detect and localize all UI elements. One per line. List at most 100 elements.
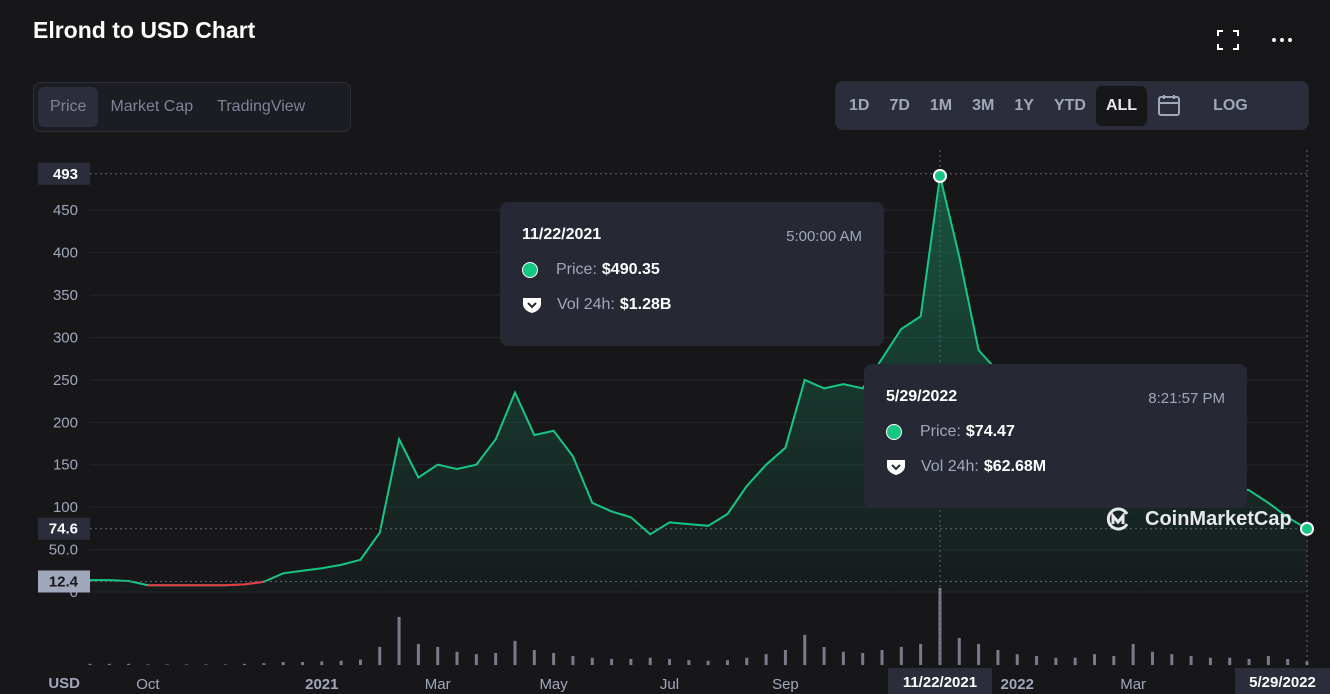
volume-bar [165,664,169,665]
volume-bar [300,661,304,665]
x-tick-label: 5/29/2022 [1249,674,1316,691]
y-tick-label: 50.0 [49,542,78,559]
volume-bar [416,643,420,665]
volume-bar [185,664,189,665]
y-tick-label: 150 [53,457,78,474]
price-point [1300,521,1314,536]
volume-bar [204,664,208,665]
level-box [38,570,90,593]
volume-bar [378,646,382,665]
range-button[interactable]: 1M [929,96,953,114]
price-dot [886,424,902,440]
volume-bar [841,651,845,665]
volume-bar [687,660,691,665]
tooltip-time: 5:00:00 AM [786,228,862,245]
volume-bar [88,663,92,665]
tooltip-value: $74.47 [965,423,1015,440]
price-dot [522,262,538,278]
level-label: 12.4 [49,573,79,590]
x-tick-label: Mar [425,676,451,693]
volume-icon [523,298,541,313]
range-selector: 1D 7D 1M 3M 1Y YTD ALL LOG [835,81,1309,130]
volume-bar [1112,655,1116,665]
fullscreen-button[interactable] [1215,28,1241,52]
range-button[interactable]: ALL [1095,85,1148,126]
volume-bar [262,663,266,665]
watermark-text: CoinMarketCap [1145,507,1292,530]
more-button[interactable] [1270,28,1296,52]
range-button[interactable]: 3M [972,96,995,114]
watermark-logo [1106,507,1129,531]
y-tick-label: 0 [70,584,78,601]
range-button[interactable]: 1Y [1014,96,1034,114]
tab[interactable]: TradingView [217,98,306,115]
volume-bar [358,659,362,665]
volume-bar [474,654,478,665]
volume-icon [887,460,905,475]
volume-bar [320,661,324,665]
x-tick-label: Jul [660,676,679,693]
y-tick-label: 200 [53,414,78,431]
volume-bar [127,663,131,665]
x-tick-label: 11/22/2021 [903,674,977,691]
volume-bar [977,643,981,665]
volume-bar [764,654,768,665]
volume-bar [339,660,343,665]
range-button[interactable]: 1D [849,96,870,114]
calendar-button[interactable] [1147,94,1191,118]
volume-bar [455,651,459,665]
y-axis-label: USD [48,675,80,692]
tooltip-value: $62.68M [983,458,1047,475]
volume-bar [1189,655,1193,665]
tooltip: 5/29/2022 8:21:57 PM Price: $74.47 Vol 24… [864,364,1247,508]
level-box [38,517,90,540]
volume-bar [610,658,614,665]
x-tick-label: 2021 [305,676,338,693]
tooltip-label: Vol 24h: [921,458,979,475]
tooltip-date: 11/22/2021 [522,226,602,243]
volume-bar [243,663,247,665]
volume-bar [706,660,710,665]
volume-bar [397,616,401,665]
level-box [38,162,90,185]
x-tick-label: Mar [1120,676,1146,693]
volume-bar [1286,658,1290,665]
volume-bar [629,658,633,665]
volume-bar [880,649,884,665]
price-point [932,169,947,184]
volume-bar [1150,651,1154,665]
x-tick-label: Sep [772,676,799,693]
volume-bar [861,652,865,665]
x-tick-label: May [539,676,568,693]
volume-bar [1208,657,1212,665]
volume-bar [1054,657,1058,665]
tooltip-value: $1.28B [619,296,672,313]
volume-bar [1015,654,1019,665]
tab[interactable]: Market Cap [110,98,194,115]
tooltip-value: $490.35 [601,261,660,278]
volume-bar [590,657,594,665]
y-tick-label: 300 [53,329,78,346]
y-tick-label: 450 [53,202,78,219]
volume-bar [957,637,961,665]
volume-bar [899,646,903,665]
range-button[interactable]: LOG [1213,96,1248,114]
tab[interactable]: Price [38,87,99,127]
range-button[interactable]: YTD [1053,96,1086,114]
volume-bar [1093,654,1097,665]
volume-bar [1247,658,1251,665]
tooltip-label: Price: [920,423,961,440]
x-tick-label: 2022 [1001,676,1034,693]
price-line-below [148,580,265,587]
level-label: 74.6 [49,521,78,538]
volume-bar [1035,655,1039,665]
x-highlight-box [887,668,992,694]
y-tick-label: 400 [53,245,78,262]
range-button[interactable]: 7D [889,96,910,114]
x-tick-label: Oct [136,676,160,693]
volume-bar [996,649,1000,665]
volume-bar [1170,654,1174,665]
volume-bar [648,657,652,665]
volume-bar [513,640,517,665]
